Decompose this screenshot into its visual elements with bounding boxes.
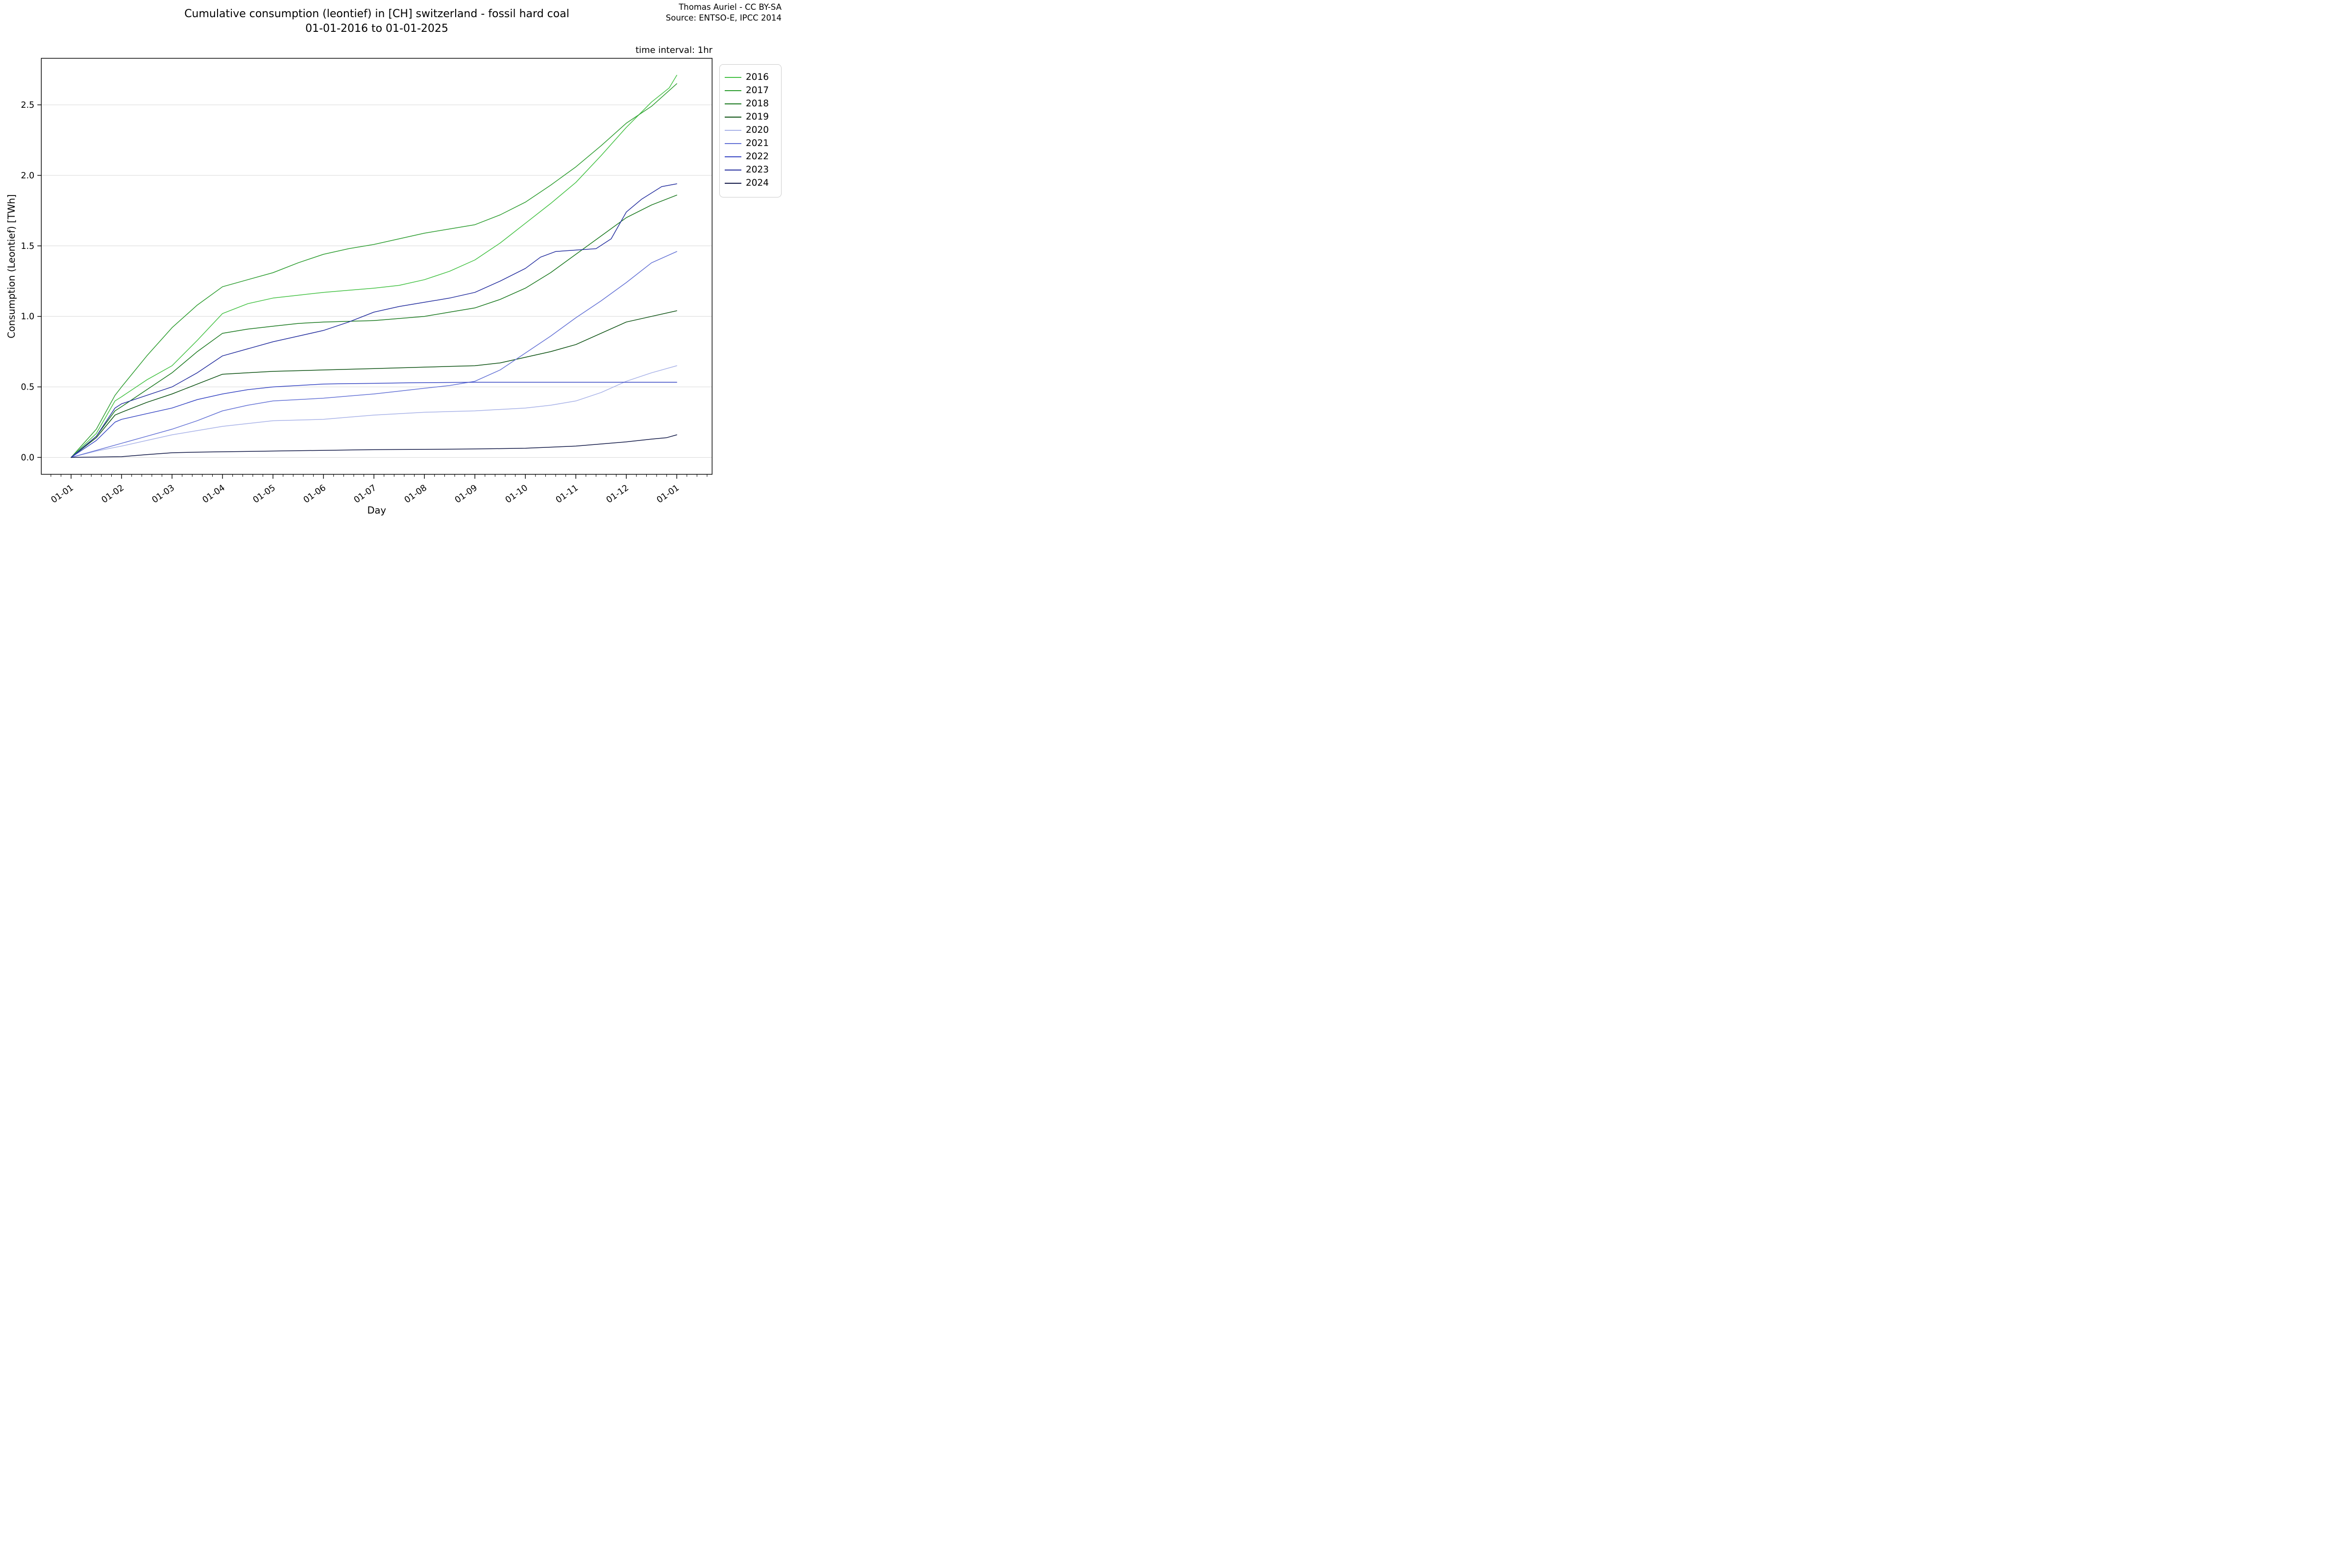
y-tick-label: 0.0 xyxy=(21,453,34,463)
legend-label-2017: 2017 xyxy=(746,85,769,96)
x-tick-label: 01-01 xyxy=(655,483,681,506)
legend-swatch-2023 xyxy=(725,169,741,171)
plot-frame xyxy=(41,58,713,475)
time-interval-note: time interval: 1hr xyxy=(635,45,712,55)
plot-area: 0.0 0.5 1.0 1.5 2.0 2.5 01-01 01-02 01-03 01-04 01… xyxy=(6,58,713,516)
legend-item-2019: 2019 xyxy=(720,110,781,123)
y-tick-label: 1.0 xyxy=(21,312,34,322)
legend-item-2021: 2021 xyxy=(720,137,781,150)
legend-label-2018: 2018 xyxy=(746,98,769,109)
y-tick-label: 2.5 xyxy=(21,100,34,110)
legend-label-2023: 2023 xyxy=(746,165,769,175)
credit-author: Thomas Auriel - CC BY-SA xyxy=(679,2,782,12)
series-line-2021 xyxy=(71,251,677,458)
legend-item-2020: 2020 xyxy=(720,123,781,137)
figure: Cumulative consumption (leontief) in [CH… xyxy=(0,0,784,523)
x-tick-label: 01-07 xyxy=(352,483,378,506)
x-tick-label: 01-12 xyxy=(605,483,631,506)
series-line-2024 xyxy=(71,434,677,458)
y-axis-label: Consumption (Leontief) [TWh] xyxy=(6,194,17,338)
legend-swatch-2016 xyxy=(725,76,741,78)
series-line-2017 xyxy=(71,83,677,458)
legend-swatch-2020 xyxy=(725,129,741,131)
x-tick-label: 01-09 xyxy=(453,483,479,506)
legend-swatch-2024 xyxy=(725,182,741,184)
chart-title-line1: Cumulative consumption (leontief) in [CH… xyxy=(184,8,569,20)
x-tick-label: 01-05 xyxy=(251,483,277,506)
legend: 2016 2017 2018 2019 2020 2021 2022 2023 2024 xyxy=(719,64,782,197)
legend-item-2024: 2024 xyxy=(720,176,781,190)
x-tick-label: 01-10 xyxy=(504,483,530,506)
series-line-2018 xyxy=(71,195,677,458)
series-line-2023 xyxy=(71,183,677,458)
legend-item-2018: 2018 xyxy=(720,97,781,110)
x-tick-label: 01-11 xyxy=(554,483,580,506)
series-line-2020 xyxy=(71,365,677,458)
chart-title-line2: 01-01-2016 to 01-01-2025 xyxy=(305,23,448,35)
x-tick-label: 01-01 xyxy=(49,483,75,506)
x-tick-label: 01-06 xyxy=(302,483,328,506)
legend-swatch-2022 xyxy=(725,156,741,157)
legend-label-2019: 2019 xyxy=(746,112,769,122)
x-axis-label: Day xyxy=(368,505,387,516)
y-tick-label: 2.0 xyxy=(21,171,34,181)
legend-label-2024: 2024 xyxy=(746,178,769,188)
legend-label-2020: 2020 xyxy=(746,125,769,135)
x-tick-label: 01-08 xyxy=(403,483,429,506)
legend-swatch-2018 xyxy=(725,103,741,104)
y-tick-label: 0.5 xyxy=(21,383,34,392)
legend-swatch-2019 xyxy=(725,116,741,118)
x-tick-label: 01-03 xyxy=(150,483,176,506)
legend-item-2023: 2023 xyxy=(720,163,781,176)
credit-text: Thomas Auriel - CC BY-SA Source: ENTSO-E… xyxy=(666,2,782,24)
chart-title: Cumulative consumption (leontief) in [CH… xyxy=(41,7,712,36)
x-tick-label: 01-02 xyxy=(100,483,126,506)
legend-item-2017: 2017 xyxy=(720,84,781,97)
legend-item-2022: 2022 xyxy=(720,150,781,163)
series-line-2022 xyxy=(71,382,677,458)
legend-swatch-2021 xyxy=(725,143,741,144)
y-tick-label: 1.5 xyxy=(21,242,34,251)
series-line-2016 xyxy=(71,74,677,458)
legend-label-2016: 2016 xyxy=(746,72,769,82)
credit-source: Source: ENTSO-E, IPCC 2014 xyxy=(665,13,782,23)
x-tick-label: 01-04 xyxy=(201,483,227,506)
legend-label-2021: 2021 xyxy=(746,138,769,148)
legend-swatch-2017 xyxy=(725,90,741,91)
series-line-2019 xyxy=(71,310,677,458)
legend-label-2022: 2022 xyxy=(746,151,769,162)
legend-item-2016: 2016 xyxy=(720,71,781,84)
